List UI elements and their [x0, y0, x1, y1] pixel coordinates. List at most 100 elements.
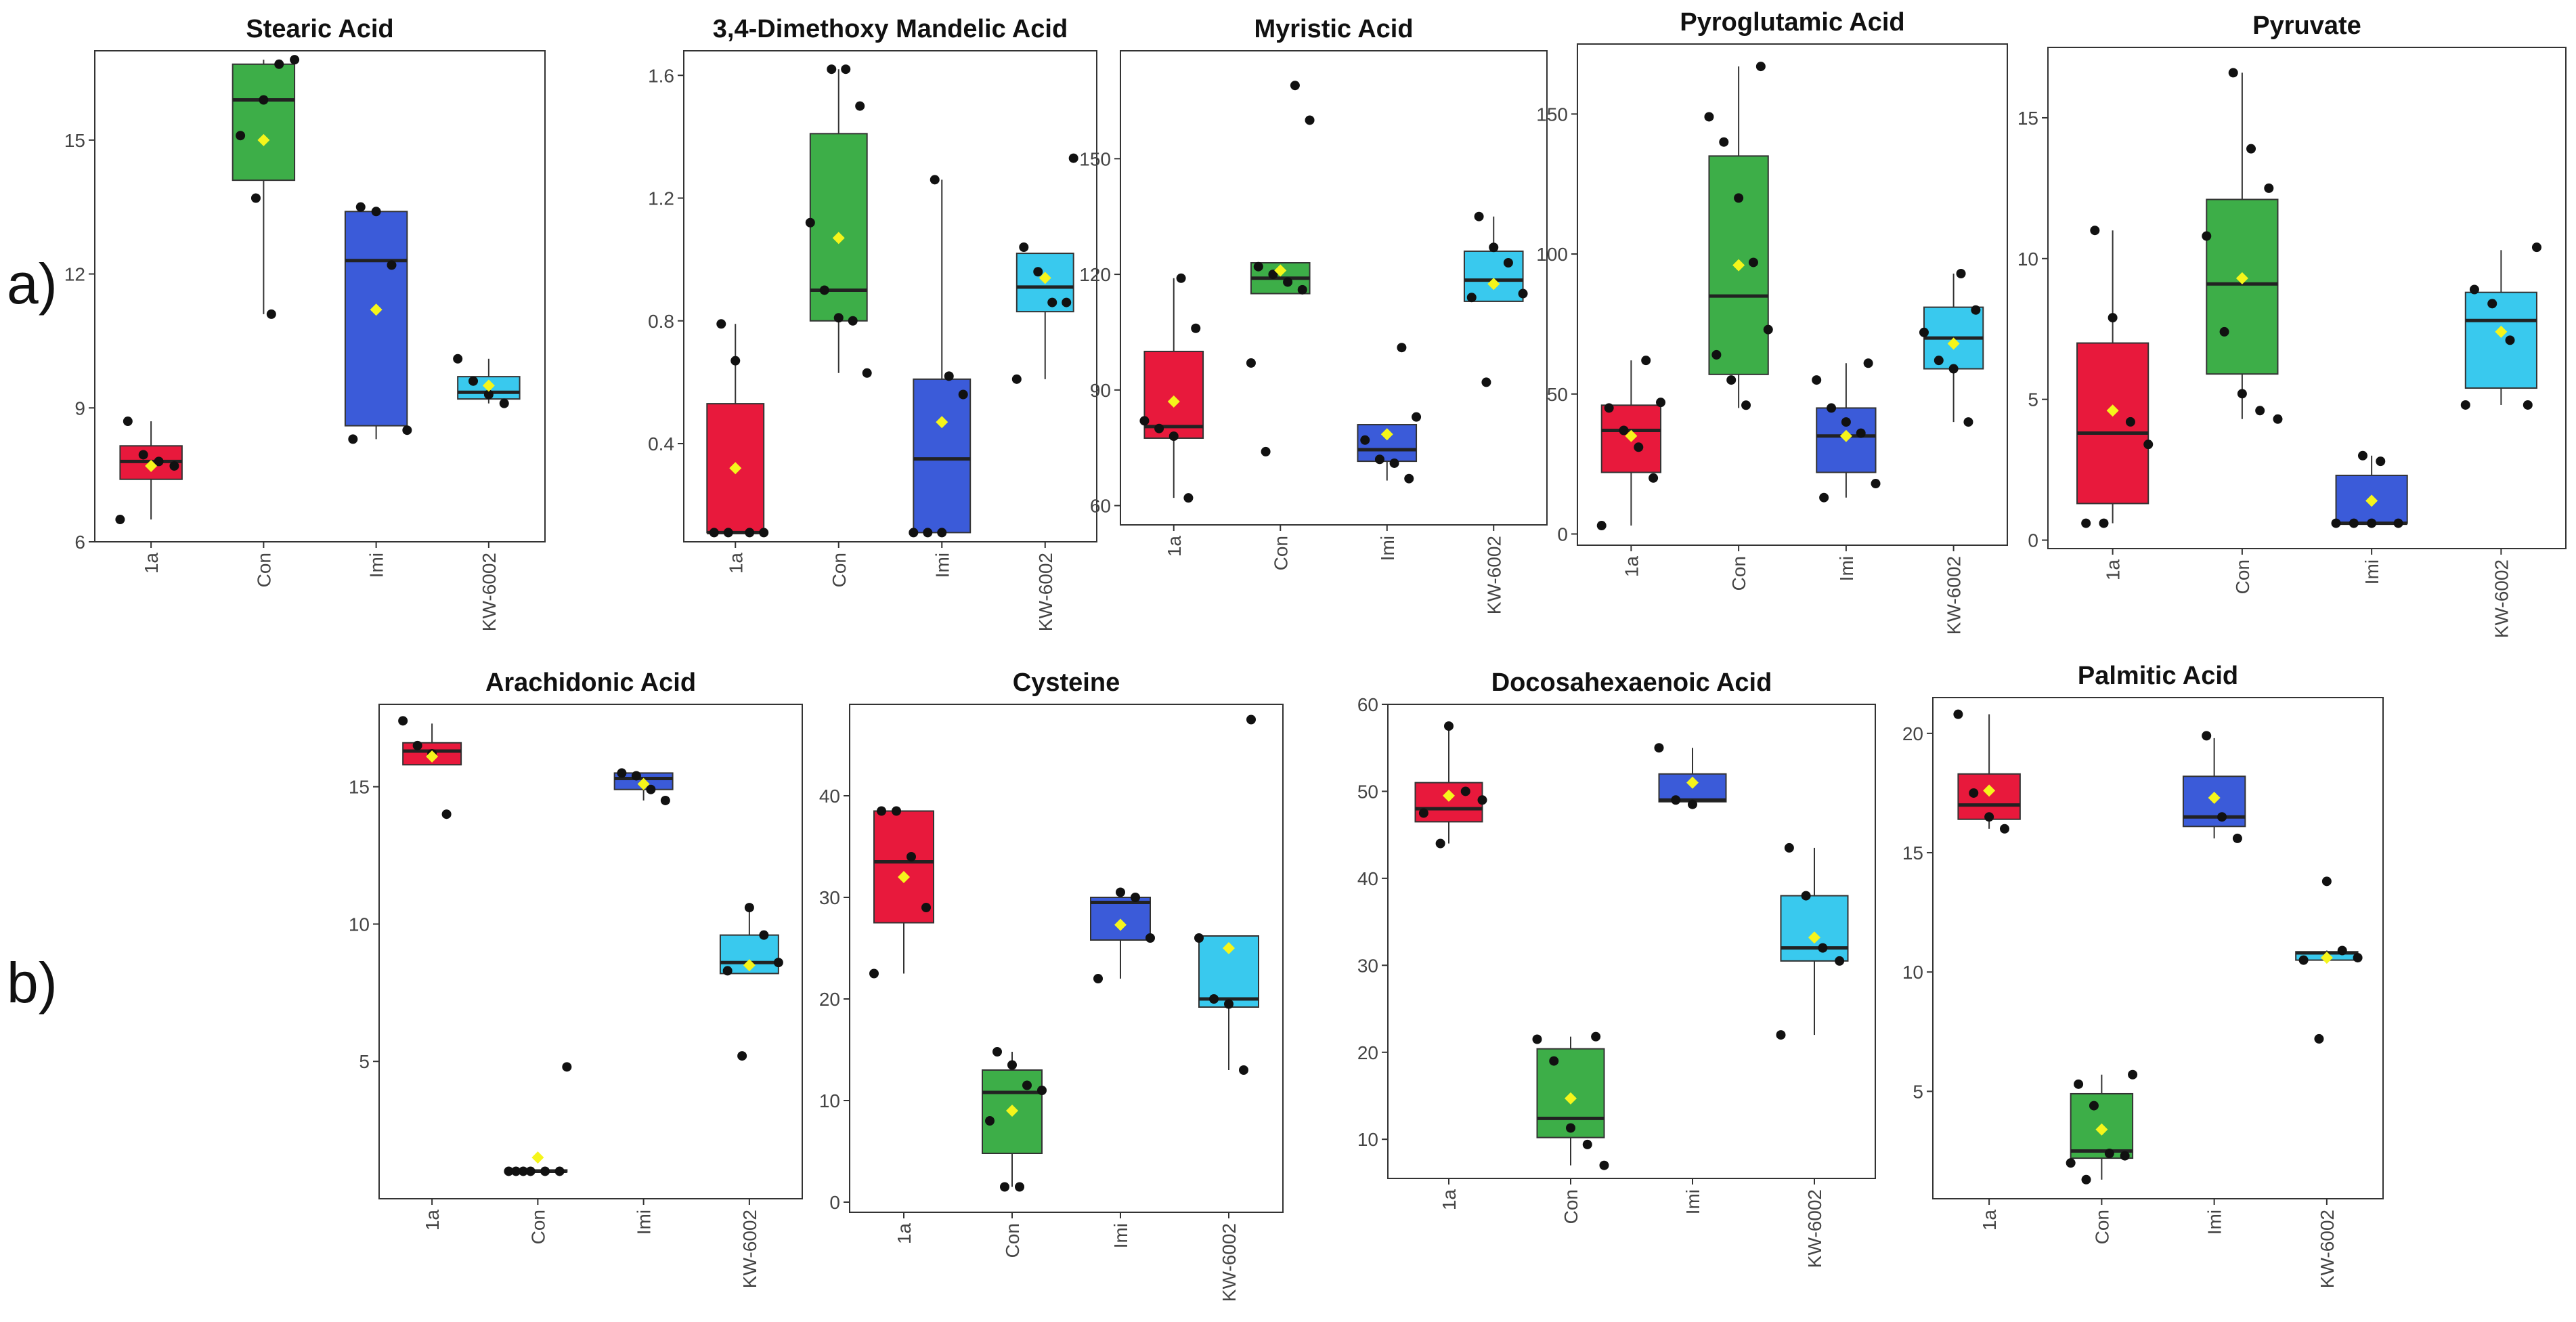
x-tick-label: KW-6002	[2317, 1210, 2338, 1288]
x-tick-label: 1a	[1439, 1189, 1460, 1211]
data-point	[1604, 403, 1614, 413]
mean-marker	[2095, 1123, 2108, 1136]
y-tick-label: 1.2	[648, 188, 674, 209]
mean-marker	[1006, 1105, 1018, 1117]
data-point	[1093, 974, 1103, 983]
data-point	[504, 1166, 514, 1176]
data-point	[1532, 1034, 1542, 1044]
data-point	[1037, 1086, 1047, 1095]
data-point	[1948, 364, 1959, 374]
data-point	[2531, 242, 2541, 253]
y-tick-label: 10	[1902, 962, 1923, 983]
data-point	[1068, 153, 1078, 163]
y-tick-label: 150	[1536, 104, 1568, 125]
x-tick-label: KW-6002	[1035, 553, 1056, 631]
panel-2: Myristic Acid 60 90 120 150 1a Con Imi KW-6002	[1079, 15, 1548, 614]
data-point	[2081, 1174, 2091, 1185]
data-point	[2469, 284, 2479, 295]
data-point	[274, 59, 284, 69]
data-point	[1999, 824, 2009, 834]
x-tick-label: Imi	[1682, 1189, 1703, 1214]
panel-3: Pyroglutamic Acid 0 50 100 150 1a Con Imi KW-600…	[1536, 8, 2008, 635]
data-point	[1011, 374, 1022, 384]
mean-marker	[1565, 1092, 1577, 1105]
data-point	[2128, 1069, 2138, 1080]
y-tick-label: 120	[1079, 264, 1111, 285]
data-point	[1007, 1060, 1017, 1070]
data-point	[1154, 423, 1164, 433]
mean-marker	[1487, 278, 1500, 291]
data-point	[1253, 261, 1263, 272]
x-tick-label: Con	[1560, 1189, 1581, 1224]
data-point	[2237, 389, 2247, 399]
panel-frame	[683, 50, 1097, 542]
mean-marker	[1625, 429, 1638, 442]
data-point	[759, 528, 769, 538]
data-point	[1776, 1030, 1786, 1040]
mean-marker	[1380, 428, 1393, 441]
data-point	[138, 450, 148, 460]
panel-title: Stearic Acid	[246, 15, 393, 43]
panel-frame	[849, 704, 1284, 1213]
box-Con	[2070, 1092, 2134, 1159]
data-point	[1963, 417, 1973, 427]
data-point	[402, 425, 412, 435]
data-point	[2523, 400, 2533, 410]
data-point	[1283, 277, 1293, 287]
panel-title: Myristic Acid	[1254, 15, 1413, 43]
data-point	[2246, 144, 2256, 154]
box-Con	[232, 63, 296, 182]
data-point	[1919, 327, 1929, 337]
panel-1: 3,4-Dimethoxy Mandelic Acid 0.4 0.8 1.2 1.6 1…	[648, 15, 1097, 631]
data-point	[716, 319, 726, 329]
x-tick-label: KW-6002	[739, 1210, 760, 1288]
data-point	[1641, 356, 1651, 366]
mean-marker	[1114, 918, 1127, 931]
data-point	[1634, 442, 1644, 452]
panel-title: Pyruvate	[2252, 12, 2361, 40]
data-point	[660, 795, 670, 805]
x-tick-label: Imi	[932, 553, 953, 578]
x-tick-label: KW-6002	[1483, 536, 1504, 614]
data-point	[1489, 242, 1499, 253]
x-tick-label: Imi	[366, 553, 387, 578]
data-point	[2321, 876, 2332, 887]
y-tick-label: 10	[1357, 1129, 1378, 1150]
data-point	[1466, 293, 1477, 303]
data-point	[1116, 887, 1125, 897]
data-point	[723, 528, 733, 538]
box-1a	[1143, 350, 1204, 439]
data-point	[1741, 400, 1751, 410]
y-tick-label: 15	[349, 777, 370, 798]
y-tick-label: 9	[74, 398, 85, 419]
data-point	[1596, 521, 1607, 531]
data-point	[1047, 297, 1057, 307]
data-point	[730, 356, 741, 366]
data-point	[1518, 289, 1528, 299]
panel-frame	[1120, 50, 1548, 526]
mean-marker	[2320, 952, 2333, 964]
data-point	[1015, 1182, 1024, 1192]
data-point	[511, 1166, 521, 1176]
data-point	[1418, 808, 1428, 818]
data-point	[2337, 945, 2347, 956]
panel-title: Palmitic Acid	[2078, 662, 2238, 690]
mean-marker	[1839, 429, 1852, 442]
data-point	[2367, 518, 2377, 528]
data-point	[1599, 1160, 1609, 1170]
data-point	[805, 217, 815, 228]
x-tick-label: Con	[2091, 1210, 2112, 1244]
panel-5: Arachidonic Acid 5 10 15 1a Con Imi KW-6002	[349, 668, 803, 1288]
data-point	[1033, 267, 1043, 277]
data-point	[2108, 313, 2118, 323]
panel-6: Cysteine 0 10 20 30 40 1a Con Imi KW-6002	[819, 668, 1284, 1302]
data-point	[937, 528, 947, 538]
panel-7: Docosahexaenoic Acid 10 20 30 40 50 60 1a Con Imi…	[1357, 668, 1876, 1268]
data-point	[722, 966, 733, 976]
y-tick-label: 12	[64, 264, 85, 285]
y-tick-label: 90	[1090, 380, 1111, 401]
data-point	[1131, 893, 1140, 902]
data-point	[709, 528, 719, 538]
data-point	[115, 515, 125, 525]
